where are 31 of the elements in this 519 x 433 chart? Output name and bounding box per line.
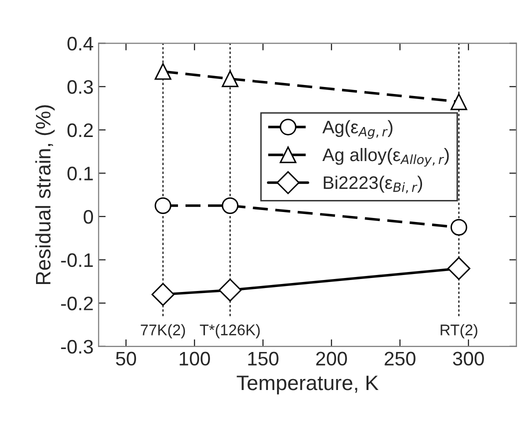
- point: [222, 197, 238, 214]
- y-tick-label: -0.2: [61, 296, 93, 310]
- y-tick-label: -0.1: [61, 253, 93, 268]
- point: [218, 278, 242, 302]
- x-axis-title: Temperature, K: [236, 376, 378, 394]
- y-tick-label: -0.3: [61, 340, 93, 354]
- point: [450, 93, 468, 110]
- y-tick-label: 0: [84, 210, 93, 224]
- point: [222, 70, 238, 88]
- point: [151, 282, 174, 306]
- y-axis-title: Residual strain, (%): [35, 105, 55, 284]
- x-tick-label: 100: [180, 352, 210, 366]
- x-tick-label: 200: [316, 352, 347, 366]
- x-tick-label: 50: [116, 352, 136, 366]
- point: [450, 218, 468, 236]
- ref-line-label: T*(126K): [200, 324, 260, 338]
- y-tick-label: 0.4: [67, 36, 94, 51]
- y-tick-label: 0.2: [67, 123, 93, 138]
- y-tick-label: 0.3: [67, 80, 93, 94]
- x-tick-label: 250: [384, 352, 416, 366]
- point: [154, 63, 172, 80]
- ref-line-label: RT(2): [440, 324, 478, 338]
- legend-label: Ag alloy(ε$_{Alloy,r}$): [322, 148, 449, 167]
- point: [447, 256, 470, 280]
- x-tick-label: 150: [248, 352, 278, 366]
- x-tick-label: 300: [452, 352, 484, 366]
- point: [154, 197, 172, 214]
- ref-line-label: 77K(2): [140, 324, 185, 338]
- legend-label: Bi2223(ε$_{Bi,r}$): [324, 176, 422, 194]
- y-tick-label: 0.1: [67, 166, 93, 180]
- legend-label: Ag(ε$_{Ag,r}$): [322, 120, 392, 139]
